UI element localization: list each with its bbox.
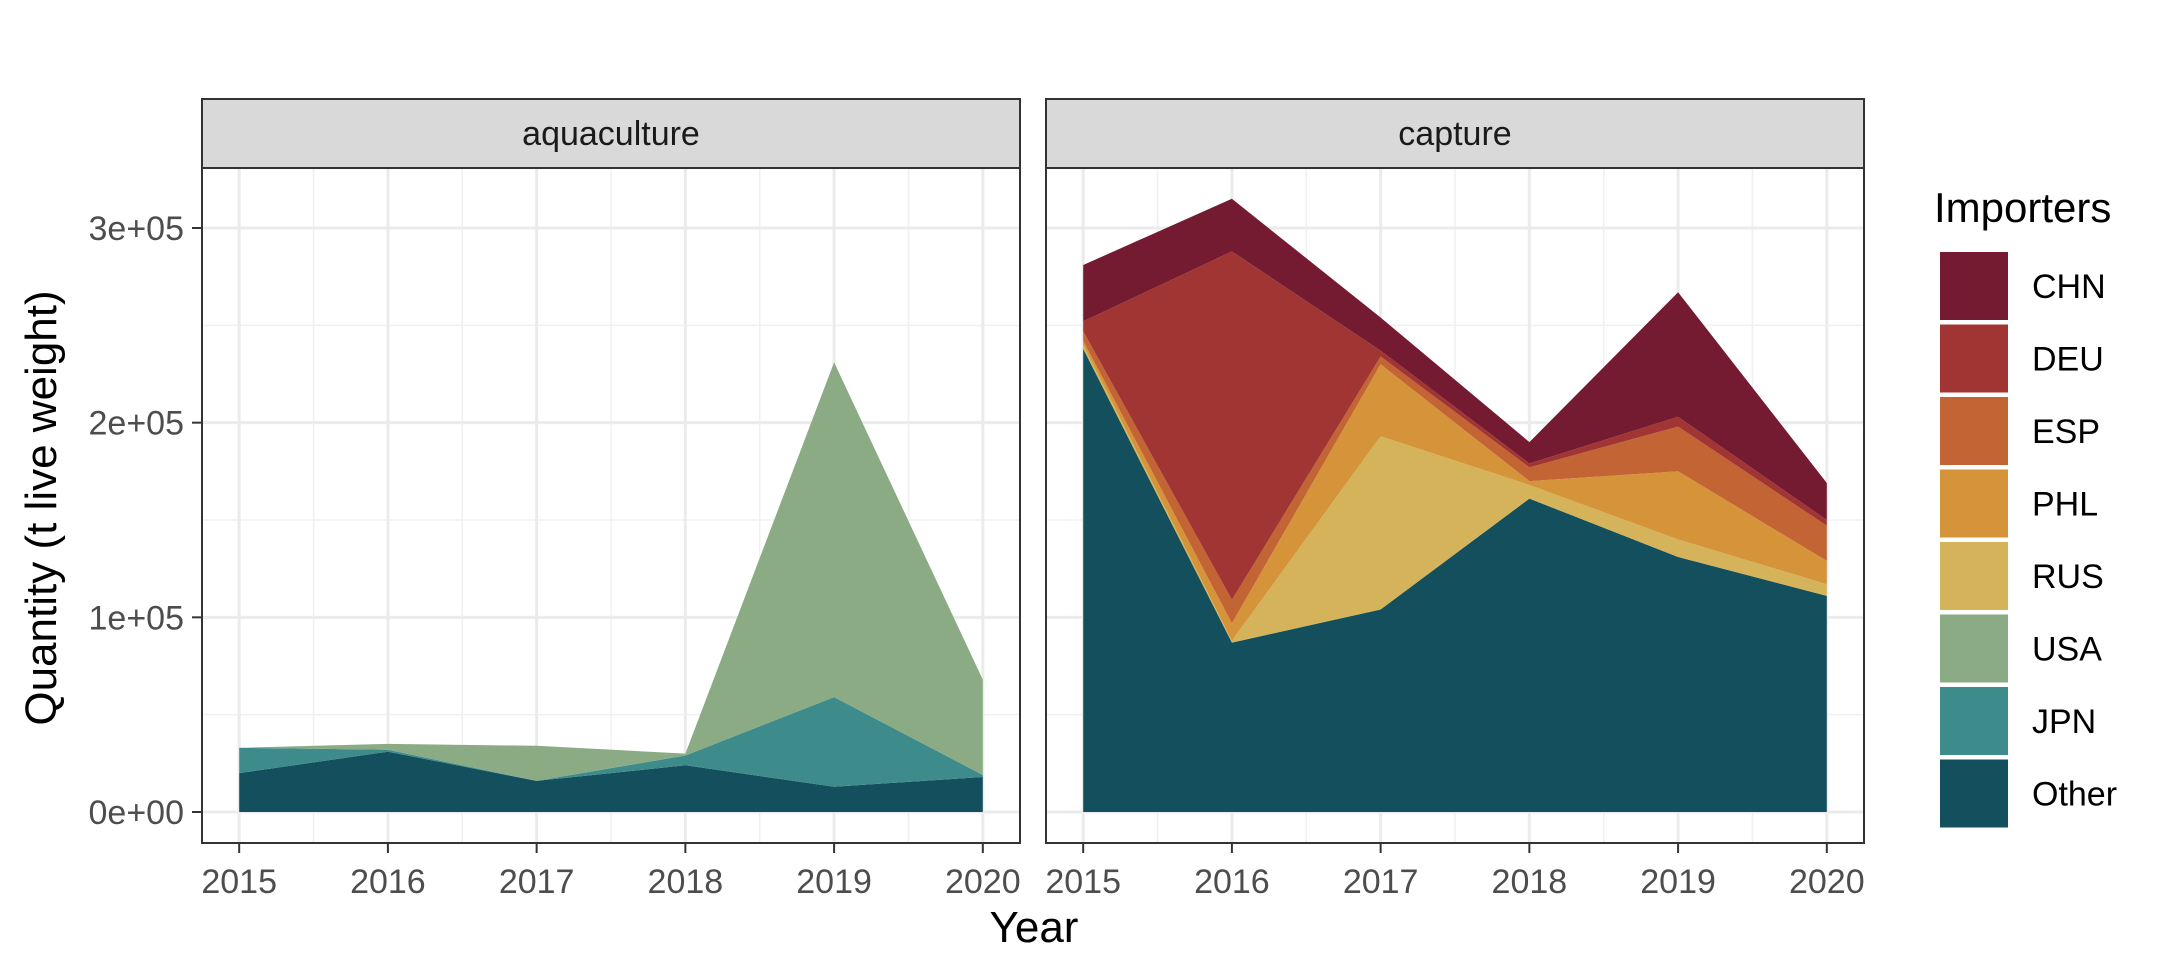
x-tick-label: 2020 (1789, 863, 1865, 901)
x-tick-label: 2020 (945, 863, 1021, 901)
area-usa (239, 362, 983, 781)
x-tick-label: 2016 (350, 863, 426, 901)
x-tick-label: 2019 (796, 863, 872, 901)
area-jpn (239, 697, 983, 787)
y-tick-label: 3e+05 (89, 210, 185, 248)
legend-key-other (1940, 759, 2008, 828)
x-tick-label: 2015 (201, 863, 277, 901)
x-tick-label: 2018 (648, 863, 724, 901)
legend-key-phl (1940, 469, 2008, 538)
area-esp (1083, 331, 1827, 624)
area-other (1083, 348, 1827, 812)
x-tick-label: 2017 (1343, 863, 1419, 901)
strip-label-capture: capture (1398, 115, 1511, 153)
area-series-group (1083, 198, 1827, 812)
y-axis-title: Quantity (t live weight) (17, 290, 66, 725)
legend-items: CHN DEU ESP PHL RUS USA JPN Other (1940, 252, 2117, 828)
legend: Importers CHN DEU ESP PHL RUS USA JPN Other (1934, 184, 2117, 828)
y-tick-label: 0e+00 (89, 794, 185, 832)
y-tick-label: 1e+05 (89, 599, 185, 637)
legend-key-esp (1940, 397, 2008, 465)
legend-key-rus (1940, 542, 2008, 610)
strip-background (1045, 98, 1865, 169)
legend-label-esp: ESP (2032, 413, 2100, 451)
legend-key-usa (1940, 614, 2008, 683)
panel-aquaculture: aquaculture 2015 2016 2017 2018 2019 2020 (201, 98, 1021, 901)
x-axis-ticks: 2015 2016 2017 2018 2019 2020 (1045, 843, 1865, 901)
x-tick-label: 2019 (1640, 863, 1716, 901)
y-tick-label: 2e+05 (89, 405, 185, 443)
area-phl (1083, 340, 1827, 641)
legend-label-jpn: JPN (2032, 703, 2096, 741)
legend-title: Importers (1934, 184, 2111, 231)
legend-label-usa: USA (2032, 631, 2102, 669)
x-tick-label: 2017 (499, 863, 575, 901)
area-series-group (239, 362, 983, 812)
y-axis-ticks: 0e+00 1e+05 2e+05 3e+05 (89, 210, 202, 832)
area-deu (1083, 251, 1827, 600)
legend-label-rus: RUS (2032, 558, 2104, 596)
legend-label-phl: PHL (2032, 486, 2098, 524)
x-axis-ticks: 2015 2016 2017 2018 2019 2020 (201, 843, 1021, 901)
legend-key-chn (1940, 252, 2008, 320)
strip-background (201, 98, 1021, 169)
panel-capture: capture 2015 2016 2017 2018 2019 2020 (1045, 98, 1865, 901)
area-rus (1083, 344, 1827, 643)
legend-label-deu: DEU (2032, 341, 2104, 379)
x-tick-label: 2018 (1492, 863, 1568, 901)
x-tick-label: 2015 (1045, 863, 1121, 901)
legend-label-other: Other (2032, 776, 2117, 814)
area-chn (1083, 198, 1827, 521)
legend-label-chn: CHN (2032, 268, 2106, 306)
legend-key-jpn (1940, 687, 2008, 755)
x-tick-label: 2016 (1194, 863, 1270, 901)
x-axis-title: Year (990, 903, 1079, 952)
strip-label-aquaculture: aquaculture (522, 115, 700, 153)
area-other (239, 751, 983, 812)
legend-key-deu (1940, 324, 2008, 393)
